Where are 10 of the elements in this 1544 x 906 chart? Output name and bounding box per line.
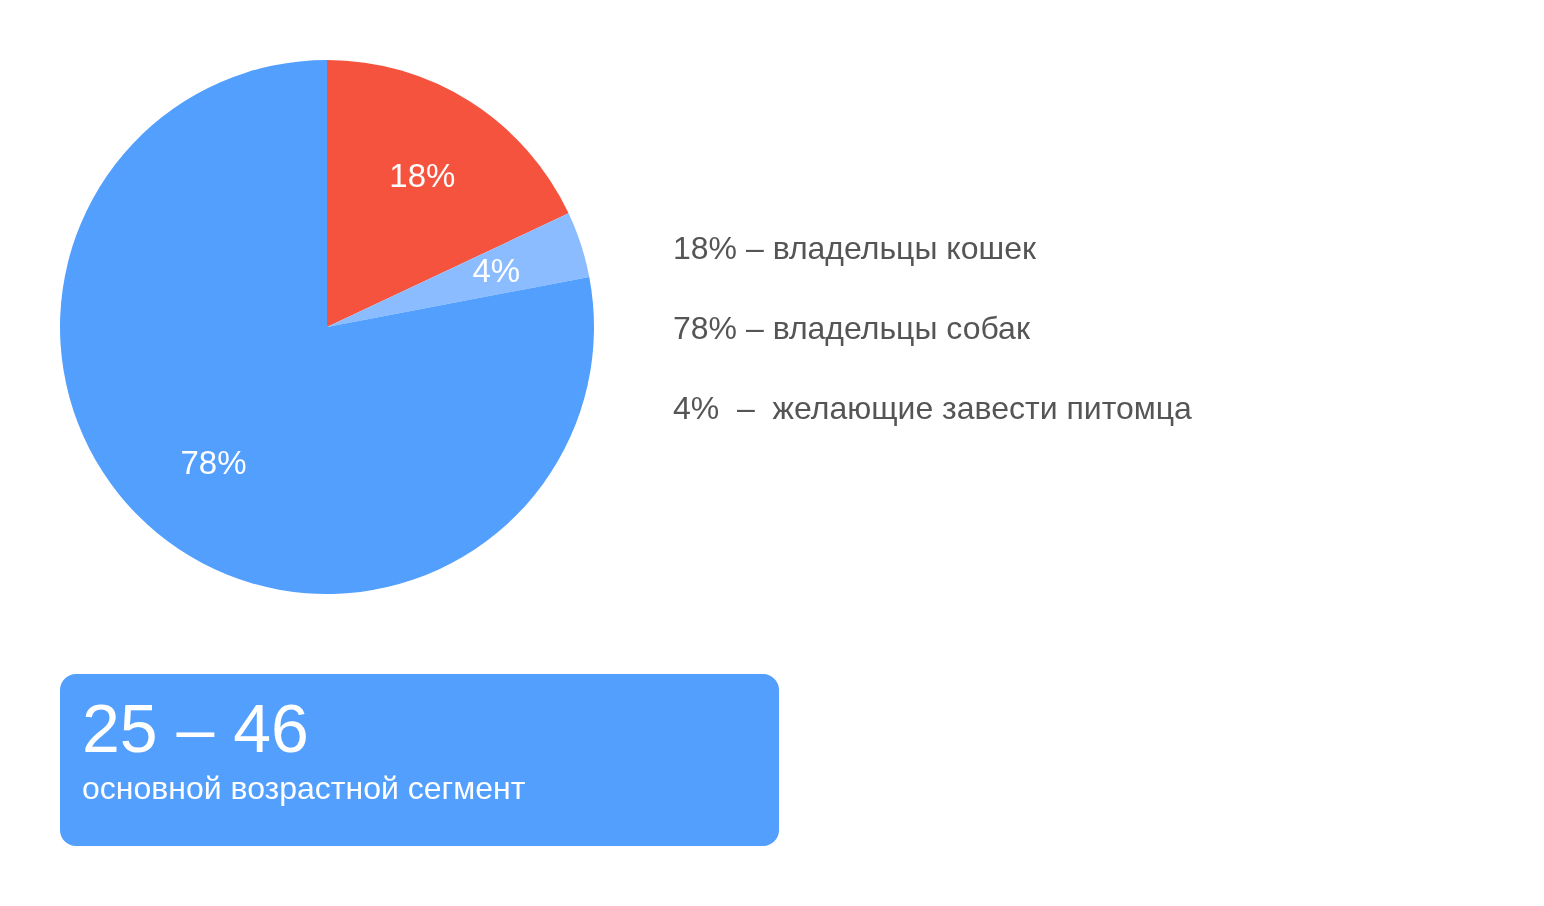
pie-slice [327,60,569,327]
text: 78% – владельцы собак [673,309,1031,348]
data-label: 78% [180,444,247,482]
pie-slice [327,213,590,327]
text: 4% – желающие завести питомца [673,389,1192,428]
text: 25 – 46 [82,690,310,766]
data-label: 18% [389,156,456,194]
text: 18% – владельцы кошек [673,229,1037,268]
data-label: 4% [472,251,521,289]
text: основной возрастной сегмент [82,769,527,808]
